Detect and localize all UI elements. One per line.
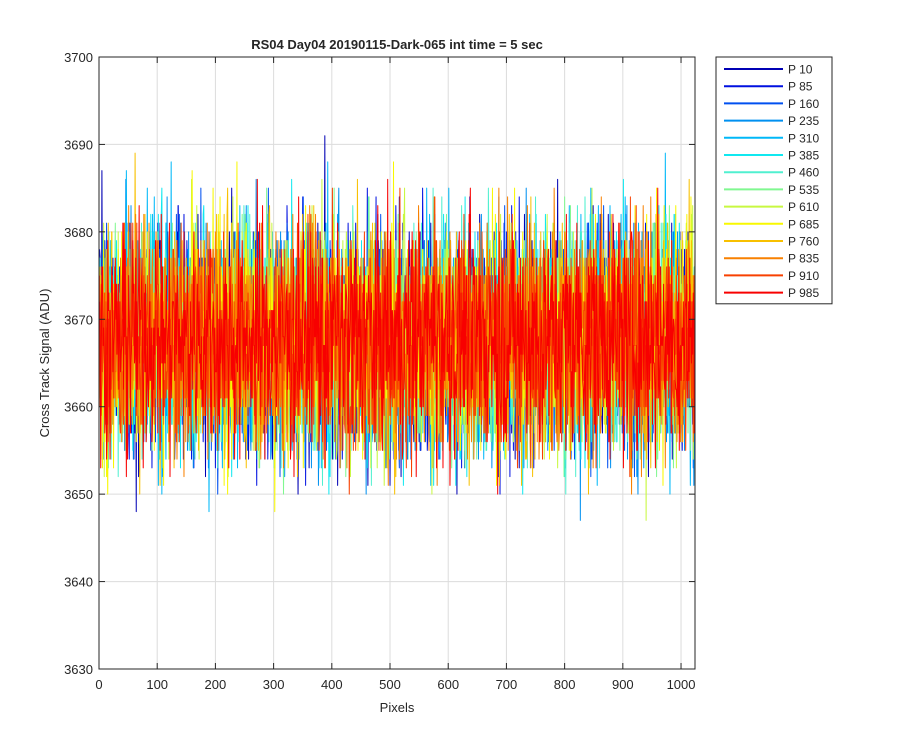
y-tick-label: 3670: [64, 312, 93, 327]
legend-label: P 10: [788, 63, 813, 77]
legend-label: P 385: [788, 149, 819, 163]
legend-label: P 760: [788, 235, 819, 249]
x-axis-label: Pixels: [380, 700, 415, 715]
x-tick-label: 200: [205, 677, 227, 692]
legend: P 10 P 85 P 160 P 235 P 310 P 385 P 460 P 535 P …: [715, 56, 833, 305]
y-tick-label: 3660: [64, 400, 93, 415]
series-line-p-985: [99, 178, 696, 495]
legend-label: P 535: [788, 183, 819, 197]
x-tick-label: 500: [379, 677, 401, 692]
legend-label: P 985: [788, 286, 819, 300]
x-tick-label: 1000: [667, 677, 696, 692]
y-tick-label: 3650: [64, 487, 93, 502]
legend-label: P 460: [788, 166, 819, 180]
x-tick-label: 700: [496, 677, 518, 692]
y-tick-label: 3700: [64, 50, 93, 65]
y-tick-label: 3630: [64, 662, 93, 677]
legend-label: P 910: [788, 269, 819, 283]
x-tick-label: 400: [321, 677, 343, 692]
y-tick-label: 3680: [64, 225, 93, 240]
x-tick-label: 100: [146, 677, 168, 692]
series-lines: [99, 135, 696, 521]
legend-label: P 310: [788, 131, 819, 145]
legend-label: P 85: [788, 80, 813, 94]
y-axis-label: Cross Track Signal (ADU): [37, 289, 52, 438]
legend-label: P 835: [788, 252, 819, 266]
x-tick-label: 300: [263, 677, 285, 692]
chart-title: RS04 Day04 20190115-Dark-065 int time = …: [251, 37, 543, 52]
y-tick-label: 3690: [64, 137, 93, 152]
legend-label: P 610: [788, 200, 819, 214]
x-tick-label: 900: [612, 677, 634, 692]
y-tick-label: 3640: [64, 575, 93, 590]
axis-ticks: 0 100 200 300 400 500 600 700 800 900 1000 3630 3640…: [64, 50, 695, 692]
x-tick-label: 600: [437, 677, 459, 692]
legend-label: P 160: [788, 97, 819, 111]
x-tick-label: 800: [554, 677, 576, 692]
legend-label: P 685: [788, 217, 819, 231]
x-tick-label: 0: [95, 677, 102, 692]
legend-box: [715, 56, 833, 305]
plot-border: [98, 56, 696, 670]
legend-label: P 235: [788, 114, 819, 128]
